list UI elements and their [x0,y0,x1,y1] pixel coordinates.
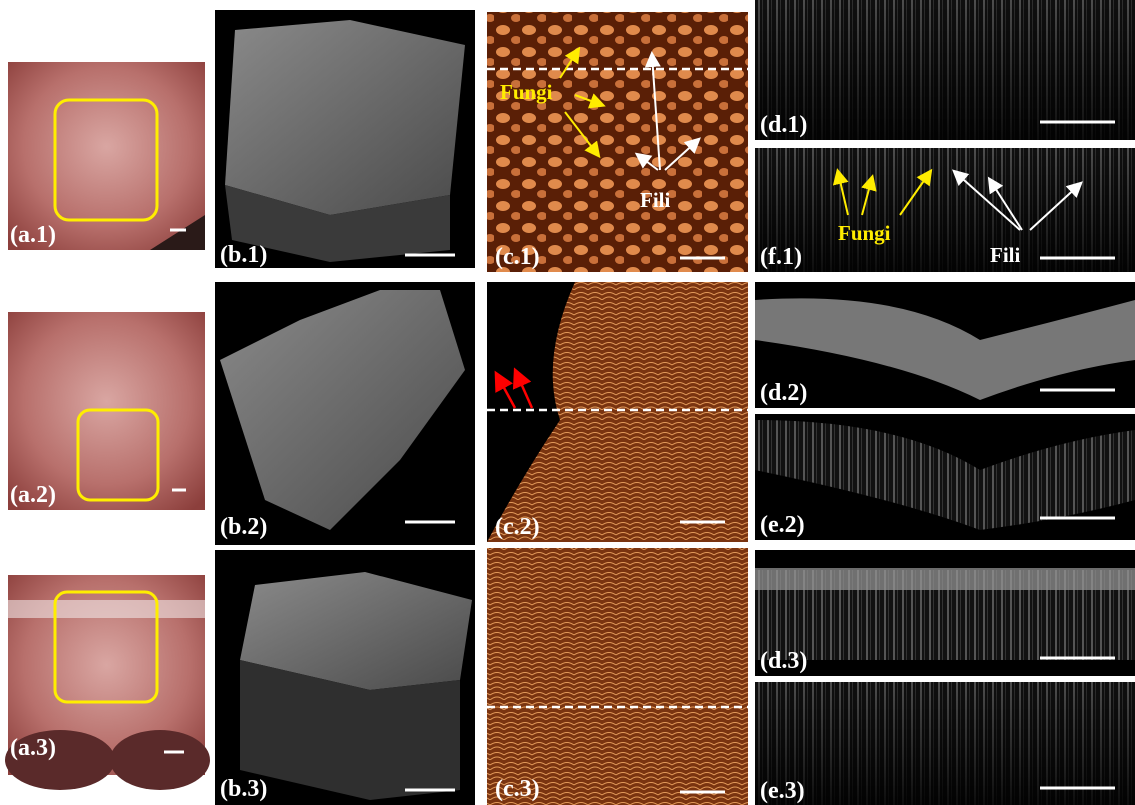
panel-d3 [755,550,1135,676]
annotation: Fungi [838,221,891,245]
panel-c1 [487,12,748,272]
panel-c3 [487,548,748,805]
annotation: Fungi [500,80,553,104]
panel-label: (a.2) [10,482,56,508]
panel-label: (e.2) [760,512,805,538]
panel-d1 [755,0,1135,140]
panel-label: (e.3) [760,778,805,804]
panel-b3 [215,550,475,805]
panel-e2 [755,414,1135,540]
panel-label: (c.2) [495,514,540,540]
annotation: Fili [640,188,670,212]
panel-label: (b.3) [220,776,267,802]
annotation: Fili [990,243,1020,267]
panel-label: (b.1) [220,242,267,268]
panel-label: (b.2) [220,514,267,540]
panel-label: (f.1) [760,244,802,270]
panel-e3 [755,682,1135,805]
panel-c2 [487,282,748,542]
panel-label: (c.1) [495,244,540,270]
panel-b2 [215,282,475,545]
panel-a2 [8,312,205,510]
panel-label: (a.1) [10,222,56,248]
figure: Fungi Fili Fungi Fili (a.1) (b.1) (c.1) (d.… [0,0,1135,805]
panel-label: (d.1) [760,112,807,138]
panel-label: (a.3) [10,735,56,761]
panel-b1 [215,10,475,268]
panel-label: (d.3) [760,648,807,674]
panel-label: (d.2) [760,380,807,406]
panel-label: (c.3) [495,776,540,802]
panel-f1 [755,148,1135,272]
panel-d2 [755,282,1135,408]
